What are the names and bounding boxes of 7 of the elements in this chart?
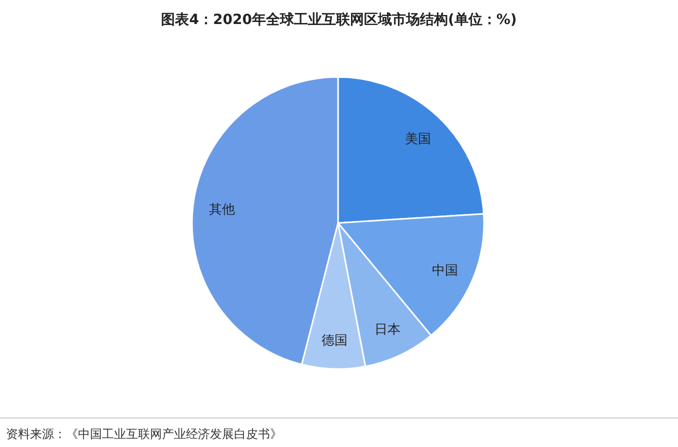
slice-label: 德国 [321,334,348,349]
slice-label: 美国 [404,130,431,147]
slice-label: 其他 [209,202,236,218]
chart-title: 图表4：2020年全球工业互联网区域市场结构(单位：%) [161,11,517,28]
slice-label: 日本 [374,322,401,338]
text: 资料来源：《中国工业互联网产业经济发展白皮书》 [6,427,282,441]
slice-label: 中国 [432,263,458,278]
